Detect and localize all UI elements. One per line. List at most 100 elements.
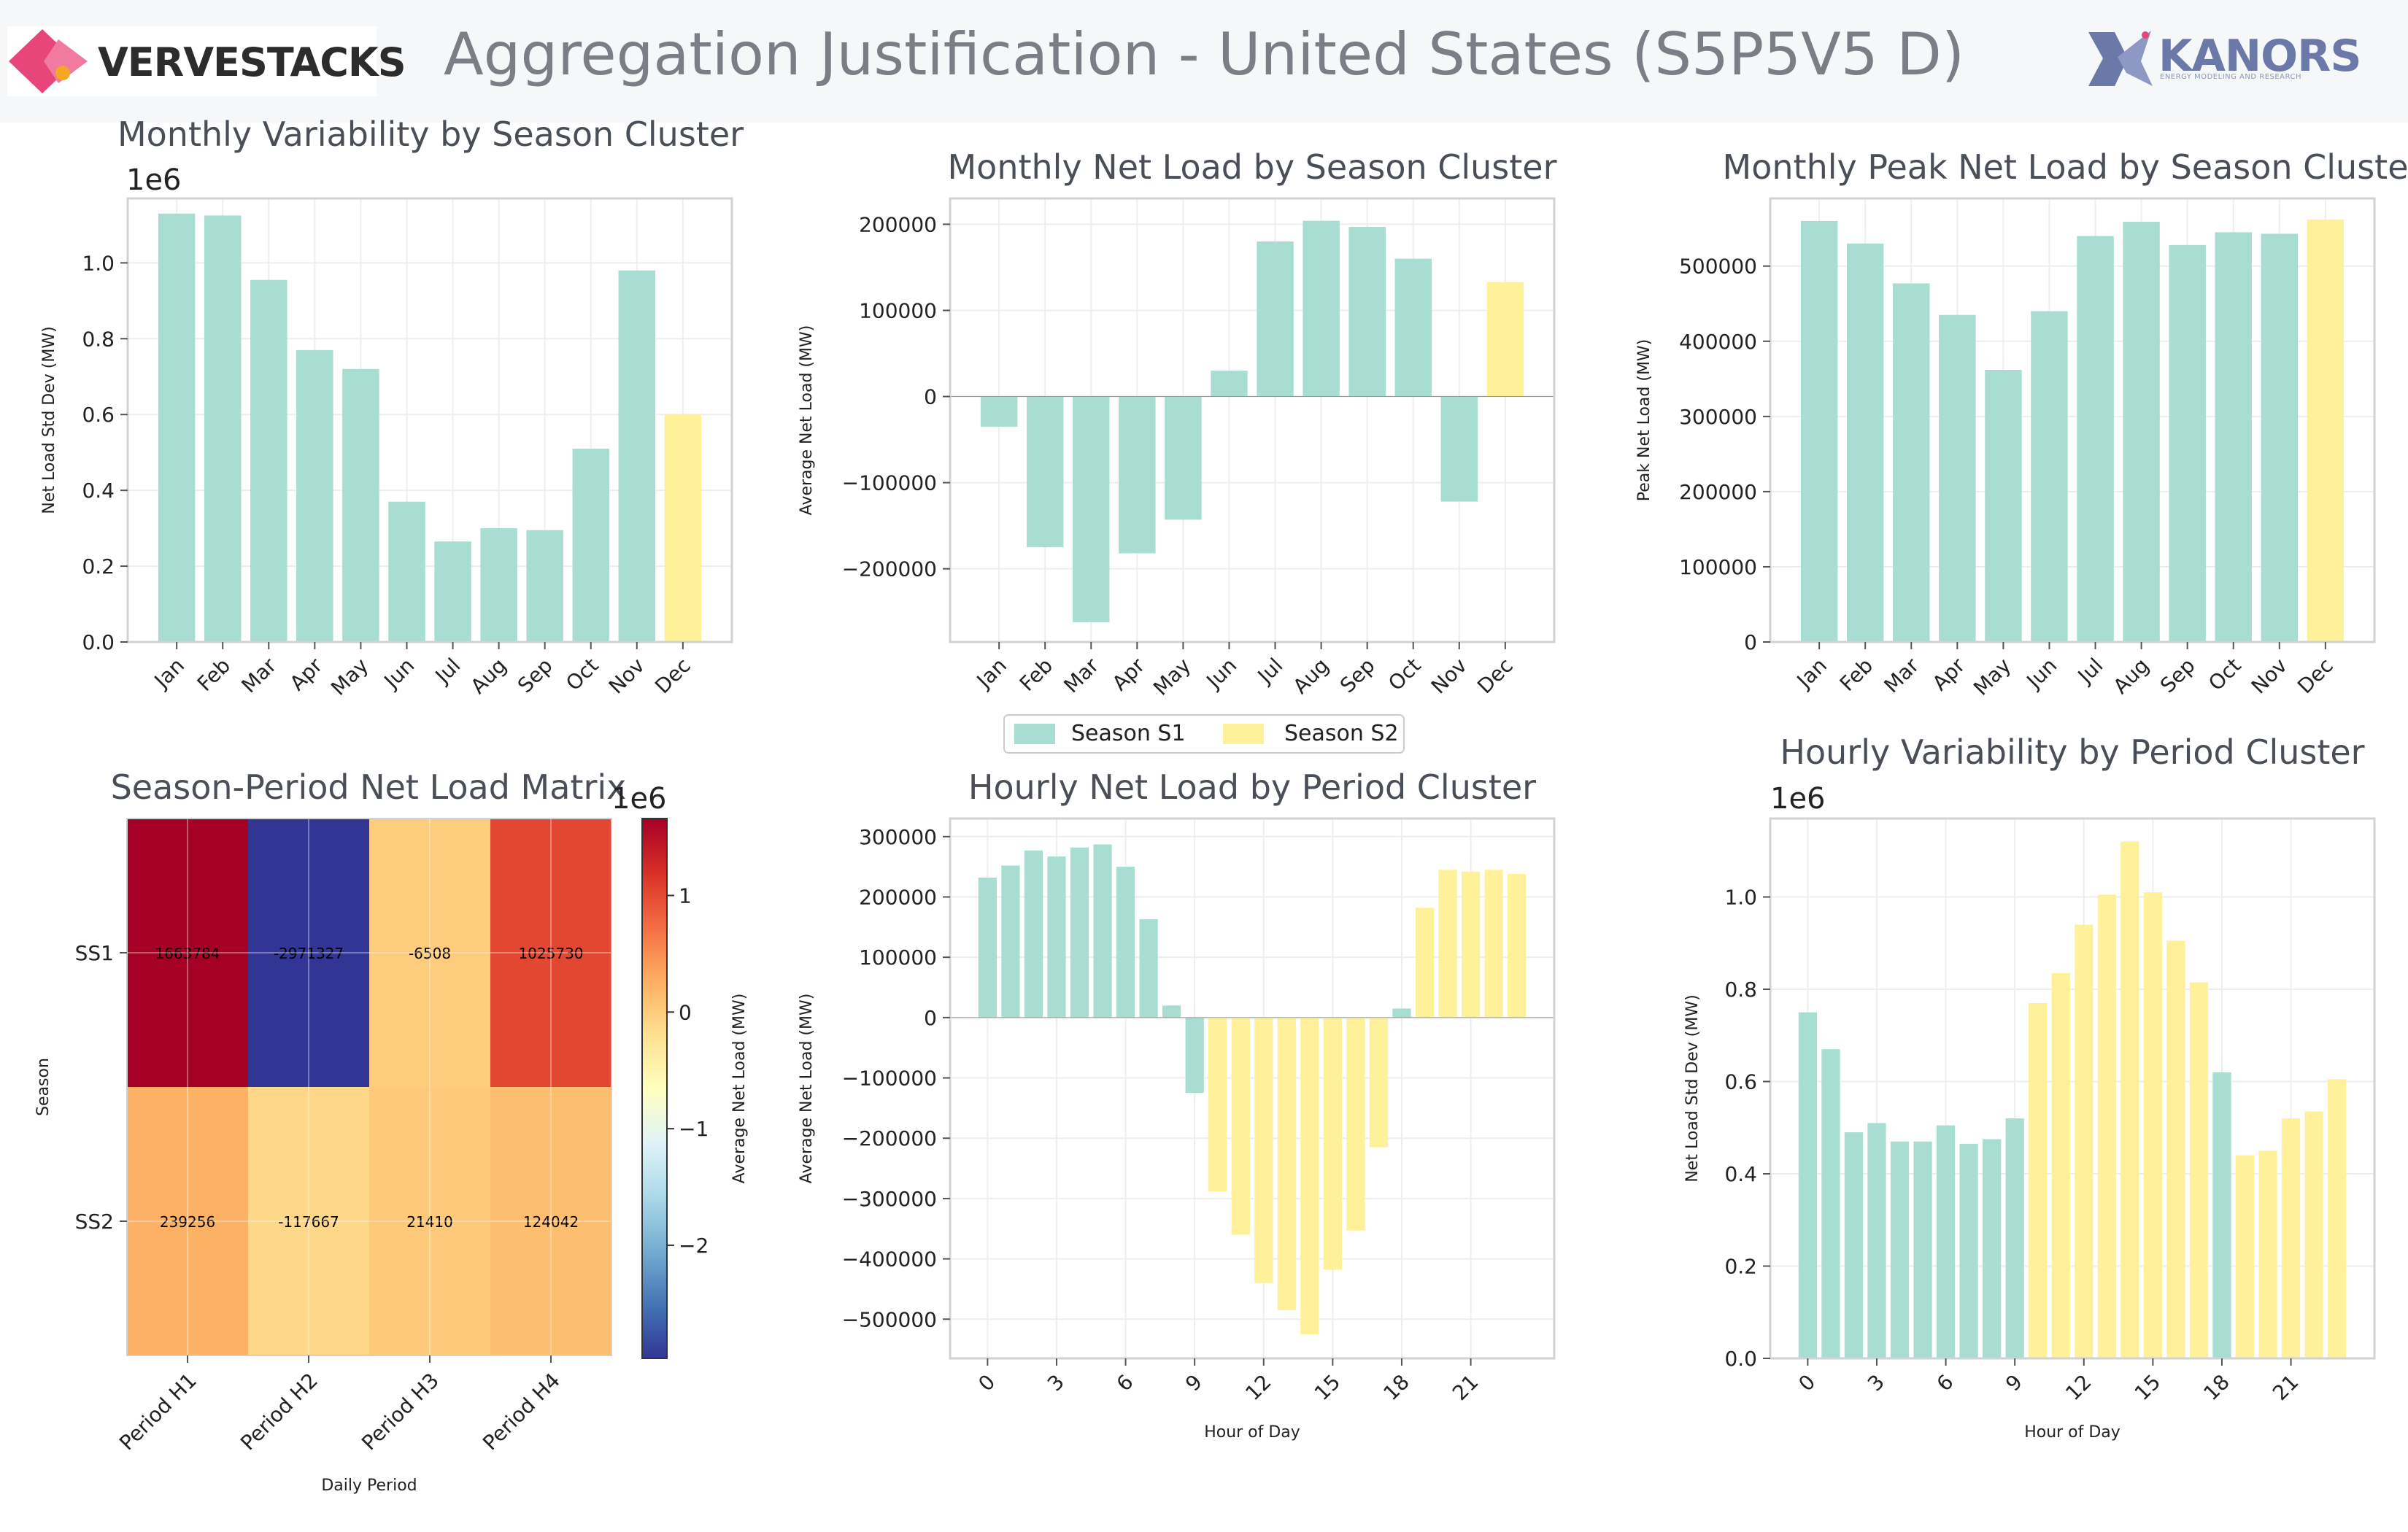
- x-tick-label: Apr: [1928, 653, 1970, 695]
- x-tick-label: Sep: [1335, 654, 1380, 698]
- x-tick-label: 18: [1378, 1370, 1414, 1406]
- y-tick-label: 200000: [859, 885, 937, 909]
- y-tick-label: −100000: [842, 1067, 937, 1091]
- x-tick-label: Apr: [285, 653, 328, 695]
- legend-swatch-s1: [1014, 724, 1055, 744]
- heatmap-cell: [369, 819, 490, 1087]
- bar: [1346, 1017, 1365, 1231]
- y-axis-label: Net Load Std Dev (MW): [1683, 994, 1702, 1182]
- bar: [342, 368, 379, 642]
- bar: [1254, 1017, 1273, 1283]
- x-tick-label: Mar: [1060, 653, 1104, 697]
- bar: [1073, 396, 1110, 622]
- bar: [1985, 369, 2022, 642]
- bar: [2281, 1118, 2301, 1358]
- bar: [2077, 236, 2114, 643]
- x-tick-label: 12: [1240, 1370, 1276, 1406]
- x-tick-label: 15: [2130, 1370, 2166, 1406]
- x-tick-label: Dec: [1473, 654, 1518, 699]
- bar: [1844, 1132, 1864, 1358]
- x-tick-label: Apr: [1108, 653, 1150, 695]
- heatmap-cell-label: -2971327: [274, 945, 344, 962]
- y-tick-label: 0: [924, 385, 937, 409]
- y-tick-label: SS1: [75, 941, 114, 965]
- bar: [2123, 221, 2160, 642]
- x-tick-label: May: [1969, 654, 2015, 700]
- bar: [1484, 870, 1503, 1018]
- x-tick-label: May: [326, 654, 373, 700]
- y-tick-label: SS2: [75, 1210, 114, 1234]
- y-axis-label: Season: [34, 1058, 53, 1116]
- bar: [1303, 220, 1340, 397]
- x-tick-label: Dec: [650, 654, 695, 699]
- bar: [2189, 982, 2209, 1358]
- bar: [1890, 1141, 1910, 1358]
- chart-c4: 1663784 -2971327 -6508 1025730 239256 -117667…: [34, 767, 749, 1495]
- bar: [1939, 314, 1976, 642]
- bar: [1440, 396, 1478, 502]
- plot-frame: [949, 817, 1556, 1360]
- x-tick-label: Oct: [1384, 654, 1426, 696]
- x-tick-label: Nov: [2247, 654, 2292, 699]
- bar: [2166, 940, 2185, 1358]
- heatmap-cell: [490, 1087, 611, 1355]
- y-tick-label: −400000: [842, 1247, 937, 1272]
- x-tick-label: Jun: [1201, 654, 1242, 695]
- heatmap-cell-label: 239256: [160, 1213, 215, 1231]
- bar: [2215, 232, 2252, 642]
- heatmap-cell: [127, 1087, 248, 1355]
- bar: [1185, 1017, 1204, 1094]
- x-tick-label: Feb: [193, 654, 235, 696]
- y-tick-label: 400000: [1679, 330, 1757, 354]
- colorbar-tick-label: 1: [679, 883, 692, 908]
- bar: [1394, 258, 1432, 397]
- y-tick-label: 0.2: [1724, 1255, 1757, 1279]
- y-tick-label: 0.0: [82, 630, 115, 654]
- bar: [1846, 243, 1884, 642]
- y-tick-label: −100000: [842, 471, 937, 495]
- chart-title: Season-Period Net Load Matrix: [111, 767, 627, 807]
- bar: [158, 213, 196, 642]
- bar: [1508, 874, 1527, 1018]
- x-tick-label: Period H4: [478, 1369, 565, 1455]
- plot-frame: [126, 818, 612, 1356]
- heatmap-cell-label: 124042: [523, 1213, 579, 1231]
- y-tick-label: 300000: [859, 825, 937, 849]
- y-axis-label: Average Net Load (MW): [798, 325, 816, 516]
- bar: [1461, 871, 1481, 1018]
- bar: [1438, 870, 1457, 1018]
- heatmap-cell: [248, 1087, 369, 1355]
- bar: [1800, 220, 1838, 642]
- y-tick-label: 0.0: [1724, 1347, 1757, 1371]
- x-tick-label: Period H2: [236, 1369, 323, 1455]
- bar: [1893, 283, 1930, 642]
- y-tick-label: 0.8: [1724, 978, 1757, 1002]
- bar: [1162, 1005, 1181, 1018]
- y-tick-label: 0.2: [82, 554, 115, 579]
- y-axis-label: Peak Net Load (MW): [1635, 339, 1653, 502]
- heatmap-cell-label: 1025730: [518, 945, 583, 962]
- bar: [388, 501, 425, 642]
- colorbar: [641, 818, 668, 1359]
- bar: [250, 279, 288, 642]
- bar: [2328, 1079, 2347, 1358]
- x-tick-label: Jan: [1791, 654, 1832, 694]
- y-tick-label: 0.4: [82, 479, 115, 503]
- y-tick-label: −500000: [842, 1307, 937, 1331]
- heatmap-cell-label: -6508: [409, 945, 451, 962]
- x-tick-label: May: [1149, 654, 1195, 700]
- bar: [1001, 865, 1020, 1018]
- vervestacks-logo-text: VERVESTACKS: [98, 39, 406, 85]
- heatmap-cell-label: 21410: [406, 1213, 453, 1231]
- bar: [2097, 894, 2116, 1358]
- bar: [2212, 1072, 2231, 1358]
- x-tick-label: Sep: [2156, 654, 2200, 698]
- axis-offset-label: 1e6: [1770, 782, 1826, 816]
- x-tick-label: Feb: [1015, 654, 1057, 696]
- y-tick-label: 100000: [859, 298, 937, 322]
- x-tick-label: 0: [973, 1370, 1000, 1396]
- x-tick-label: 12: [2061, 1370, 2096, 1406]
- bar: [1093, 844, 1112, 1018]
